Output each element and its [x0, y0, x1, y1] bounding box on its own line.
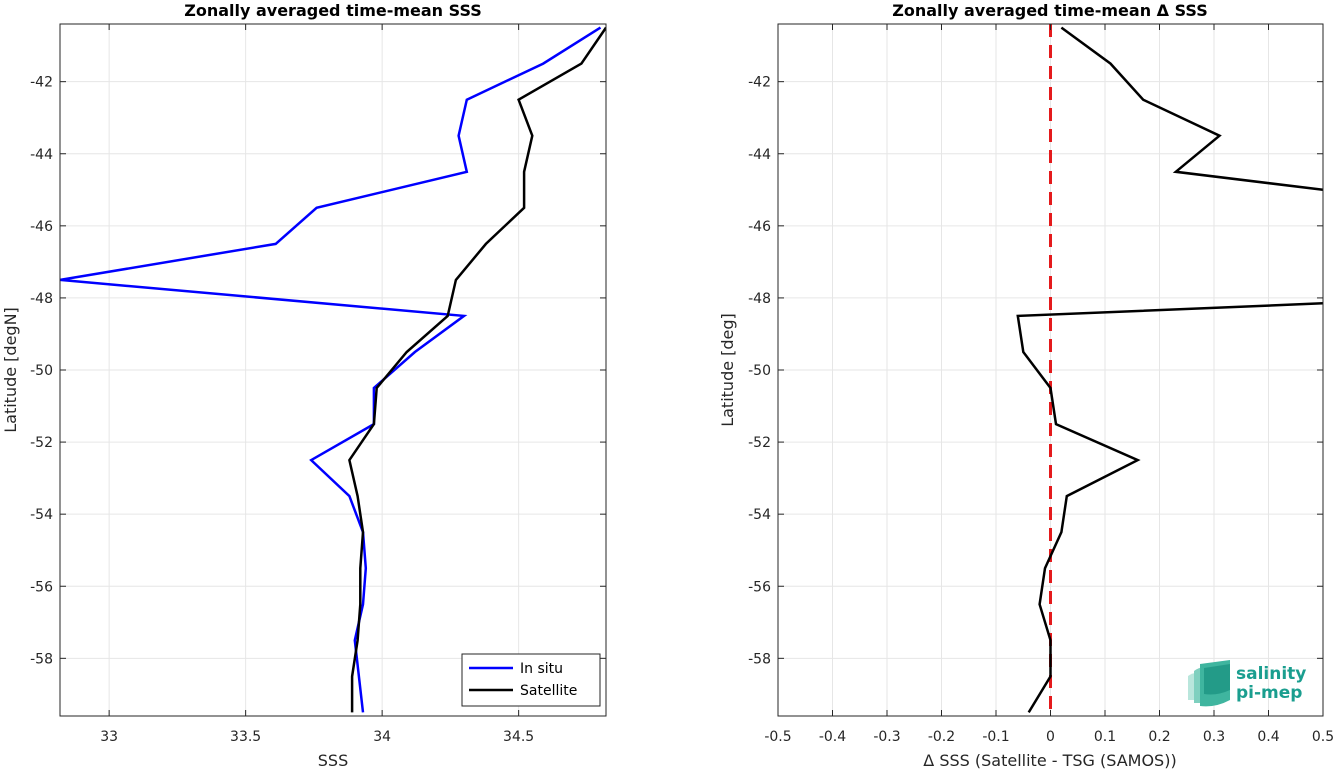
left-tick-labels: 33 33.5 34 34.5 -58 -56 -54 -52 -50 -48 -46 -44 -42 [30, 75, 534, 745]
right-chart-title: Zonally averaged time-mean Δ SSS [892, 1, 1208, 20]
y-tick-label: -44 [748, 147, 771, 163]
y-tick-label: -46 [30, 219, 53, 235]
y-tick-label: -52 [748, 435, 771, 451]
left-tick-marks [60, 24, 606, 716]
y-tick-label: -56 [748, 579, 771, 595]
logo-wave-icon [1188, 660, 1230, 707]
y-tick-label: -42 [30, 75, 53, 91]
left-y-axis-label: Latitude [degN] [1, 307, 20, 433]
legend-label-in-situ: In situ [520, 661, 563, 677]
x-tick-label: -0.1 [982, 729, 1009, 745]
y-tick-label: -50 [748, 363, 771, 379]
right-y-axis-label: Latitude [deg] [718, 313, 737, 427]
salinity-pi-mep-logo: salinity pi-mep [1188, 660, 1306, 707]
x-tick-label: 0.1 [1094, 729, 1116, 745]
x-tick-label: -0.5 [764, 729, 791, 745]
y-tick-label: -46 [748, 219, 771, 235]
x-tick-label: 0.3 [1203, 729, 1225, 745]
legend: In situ Satellite [461, 653, 601, 707]
y-tick-label: -52 [30, 435, 53, 451]
y-tick-label: -58 [30, 651, 53, 667]
x-tick-label: 33.5 [230, 729, 261, 745]
right-tick-labels: -0.5 -0.4 -0.3 -0.2 -0.1 0 0.1 0.2 0.3 0.4 0.5 -58 -… [748, 75, 1334, 745]
y-tick-label: -54 [30, 507, 53, 523]
y-tick-label: -48 [748, 291, 771, 307]
x-tick-label: 0 [1046, 729, 1055, 745]
series-line-satellite [348, 26, 606, 713]
left-grid [60, 24, 606, 716]
x-tick-label: 33 [100, 729, 118, 745]
legend-box [461, 653, 601, 707]
logo-text-salinity: salinity [1236, 664, 1306, 684]
y-tick-label: -58 [748, 651, 771, 667]
right-panel: -0.5 -0.4 -0.3 -0.2 -0.1 0 0.1 0.2 0.3 0.4 0.5 -58 -… [718, 1, 1334, 769]
series-line-in-situ [60, 26, 602, 713]
x-tick-label: -0.4 [819, 729, 846, 745]
right-x-axis-label: Δ SSS (Satellite - TSG (SAMOS)) [923, 751, 1176, 769]
y-tick-label: -48 [30, 291, 53, 307]
y-tick-label: -50 [30, 363, 53, 379]
x-tick-label: 34 [373, 729, 391, 745]
logo-text-pi-mep: pi-mep [1236, 683, 1302, 703]
y-tick-label: -44 [30, 147, 53, 163]
left-series [60, 26, 606, 713]
y-tick-label: -54 [748, 507, 771, 523]
series-line-delta-sss-segment-1 [1016, 302, 1323, 714]
right-series [1016, 24, 1323, 716]
left-x-axis-label: SSS [318, 751, 348, 769]
x-tick-label: 0.5 [1312, 729, 1334, 745]
y-tick-label: -42 [748, 75, 771, 91]
legend-label-satellite: Satellite [520, 683, 577, 699]
y-tick-label: -56 [30, 579, 53, 595]
x-tick-label: -0.2 [928, 729, 955, 745]
x-tick-label: 34.5 [503, 729, 534, 745]
x-tick-label: 0.4 [1257, 729, 1279, 745]
series-line-delta-sss-segment-0 [1060, 26, 1323, 192]
left-chart-title: Zonally averaged time-mean SSS [184, 1, 482, 20]
x-tick-label: 0.2 [1148, 729, 1170, 745]
left-panel: 33 33.5 34 34.5-58-56-54-52-50-48-46-44-42 … [1, 1, 607, 769]
x-tick-label: -0.3 [873, 729, 900, 745]
right-tick-marks [777, 24, 1324, 716]
